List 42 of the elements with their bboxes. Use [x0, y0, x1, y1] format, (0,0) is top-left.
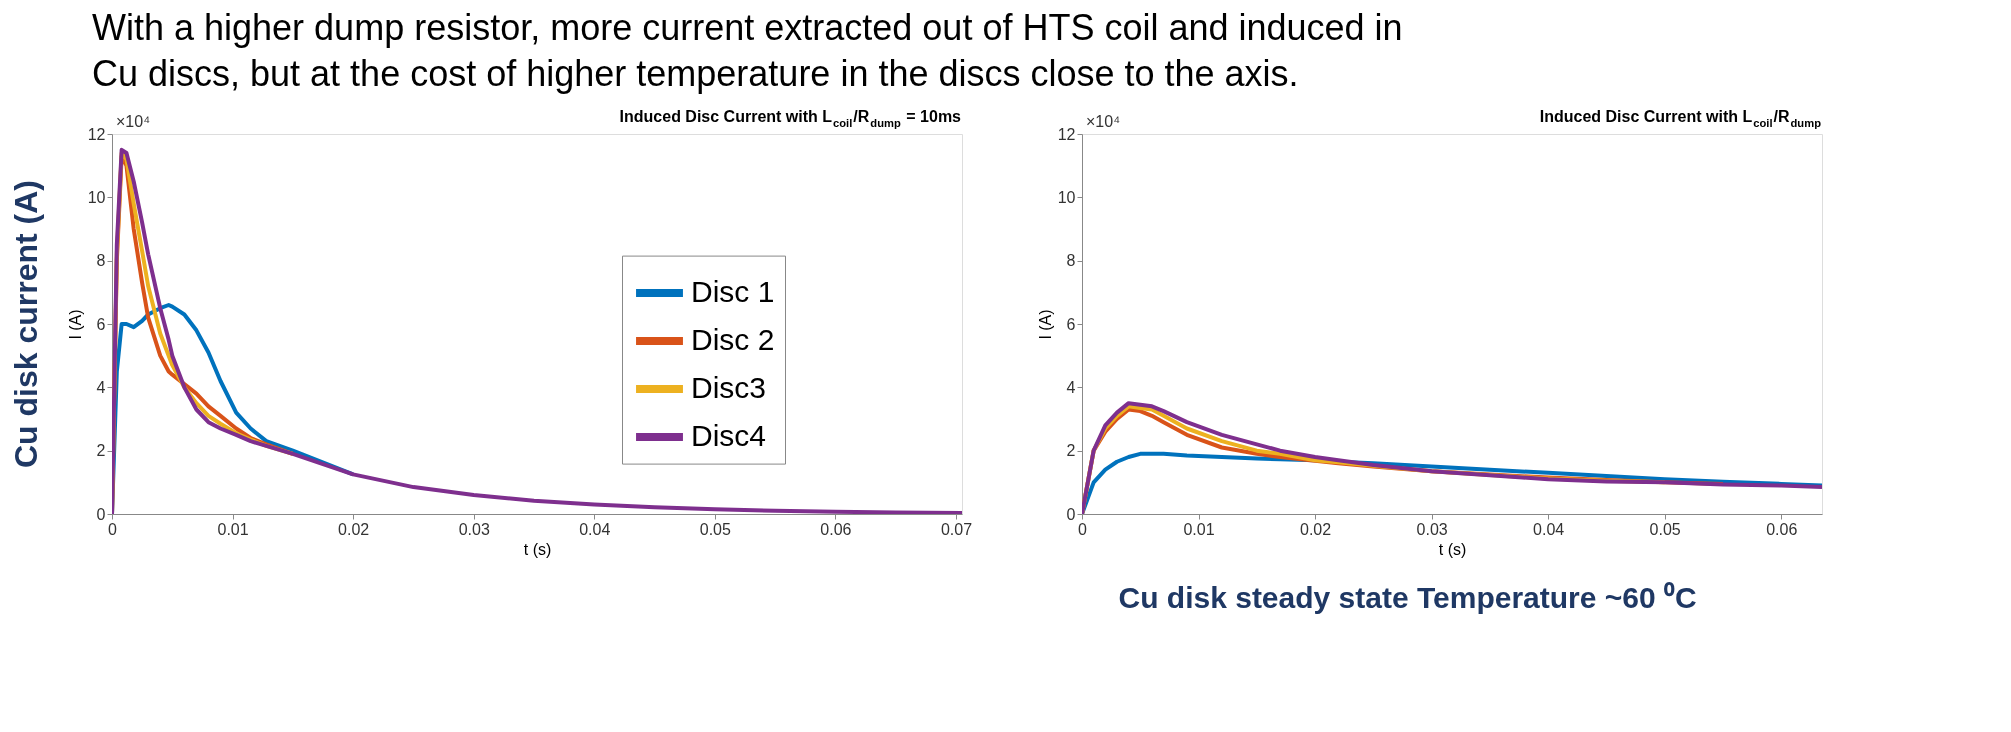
- x-tick-label: 0.01: [217, 520, 249, 538]
- text: ×10⁴: [116, 113, 151, 130]
- x-tick-label: 0.07: [940, 520, 973, 538]
- x-tick-label: 0.06: [1766, 520, 1798, 538]
- legend-label: Disc 2: [691, 323, 775, 357]
- y-tick-label: 4: [1066, 378, 1076, 396]
- y-tick-label: 6: [1066, 315, 1076, 333]
- y-tick-label: 8: [96, 252, 106, 270]
- text: Cu disk steady state Temperature ~60 ⁰C: [1118, 581, 1697, 614]
- y-tick-label: 12: [1057, 125, 1076, 143]
- text: ×10⁴: [1086, 113, 1121, 130]
- legend-label: Disc3: [691, 371, 767, 405]
- x-tick-label: 0: [108, 520, 118, 538]
- y-tick-label: 0: [1066, 505, 1076, 523]
- text: Cu disk current (A): [8, 179, 44, 469]
- y-axis-title: I (A): [66, 309, 84, 340]
- x-tick-label: 0.05: [1649, 520, 1681, 538]
- x-tick-label: 0.01: [1183, 520, 1215, 538]
- x-tick-label: 0.03: [1416, 520, 1448, 538]
- y-tick-label: 8: [1066, 252, 1076, 270]
- x-tick-label: 0.04: [1533, 520, 1565, 538]
- x-tick-label: 0: [1078, 520, 1088, 538]
- x-tick-label: 0.06: [820, 520, 852, 538]
- x-tick-label: 0.03: [458, 520, 490, 538]
- y-axis-title: I (A): [1036, 309, 1054, 340]
- x-tick-label: 0.05: [699, 520, 732, 538]
- y-tick-label: 4: [96, 378, 106, 396]
- x-axis-title: t (s): [523, 540, 552, 558]
- y-tick-label: 12: [87, 125, 106, 143]
- x-tick-label: 0.04: [579, 520, 611, 538]
- x-tick-label: 0.02: [338, 520, 370, 538]
- text: With a higher dump resistor, more current extracted out of HTS coil and induced in Cu discs, but at the cost of higher temperature in the discs close to the axis.: [92, 7, 1403, 94]
- legend-label: Disc 1: [691, 275, 775, 309]
- legend-label: Disc4: [691, 419, 767, 453]
- y-tick-label: 6: [96, 315, 106, 333]
- x-tick-label: 0.02: [1300, 520, 1332, 538]
- y-tick-label: 0: [96, 505, 106, 523]
- y-tick-label: 2: [1066, 442, 1076, 460]
- x-axis-title: t (s): [1438, 540, 1467, 558]
- y-tick-label: 10: [87, 188, 106, 206]
- y-tick-label: 2: [96, 442, 106, 460]
- y-tick-label: 10: [1057, 188, 1076, 206]
